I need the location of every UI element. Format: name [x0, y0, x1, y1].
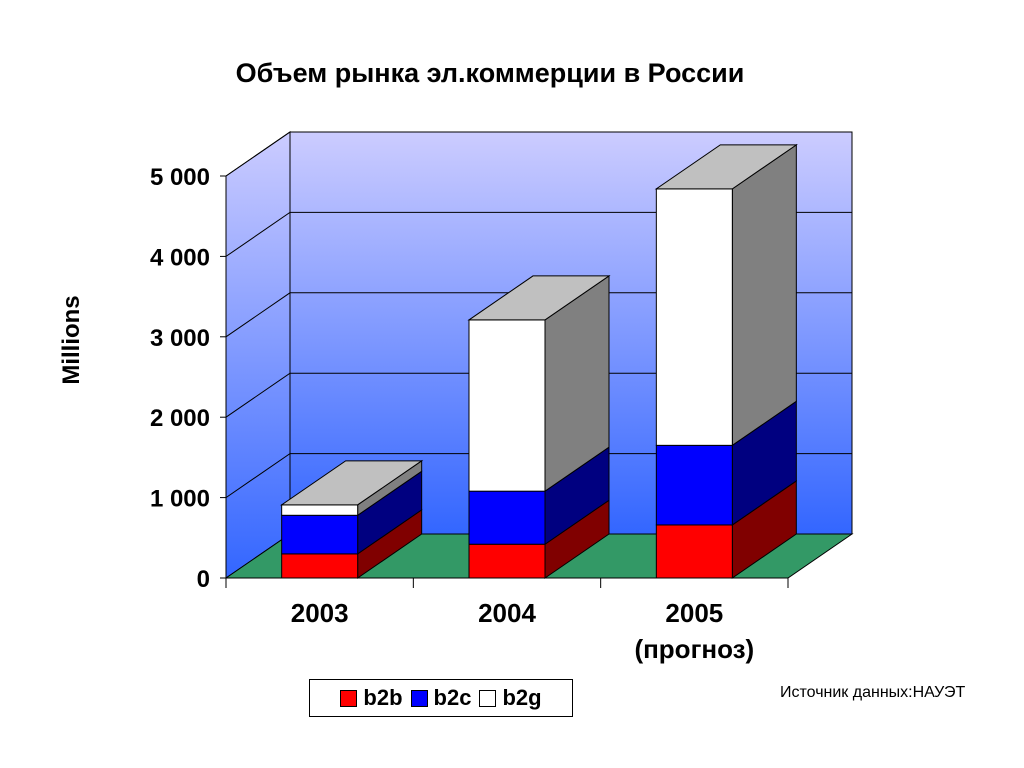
side-wall — [225, 131, 291, 579]
legend-label: b2b — [363, 685, 403, 710]
legend-label: b2g — [502, 685, 542, 710]
bar-b2b — [468, 543, 546, 579]
bar-b2c — [655, 444, 733, 526]
legend-swatch — [410, 689, 428, 707]
legend-item-b2g: b2g — [479, 685, 542, 711]
legend-item-b2c: b2c — [410, 685, 472, 711]
y-tick-label: 4 000 — [150, 244, 210, 271]
bar-top — [654, 144, 798, 190]
bar-b2b — [281, 553, 359, 579]
y-tick-label: 5 000 — [150, 164, 210, 191]
bar-b2g — [655, 188, 733, 446]
legend-swatch — [479, 689, 497, 707]
y-tick-label: 2 000 — [150, 405, 210, 432]
x-tick-label: 2005 (прогноз) — [634, 598, 754, 664]
legend: b2b b2c b2g — [309, 679, 573, 717]
legend-label: b2c — [433, 685, 472, 710]
y-tick-label: 0 — [197, 566, 210, 593]
x-tick-label: 2003 — [291, 598, 349, 628]
gridline — [225, 131, 852, 177]
bar-b2b — [655, 524, 733, 579]
legend-swatch — [340, 689, 358, 707]
y-axis-label: Millions — [58, 295, 85, 385]
legend-item-b2b: b2b — [340, 685, 403, 711]
bar-b2g — [468, 319, 546, 492]
y-tick-label: 3 000 — [150, 325, 210, 352]
chart-title: Объем рынка эл.коммерции в России — [235, 58, 745, 88]
source-note: Источник данных:НАУЭТ — [780, 684, 966, 701]
bar-b2c — [281, 514, 359, 555]
bar-top — [467, 275, 611, 321]
y-tick-label: 1 000 — [150, 486, 210, 513]
bar-side-b2g — [731, 143, 797, 447]
bar-top — [280, 460, 424, 506]
x-tick-label: 2004 — [478, 598, 536, 628]
bar-b2g — [281, 504, 359, 516]
bar-b2c — [468, 490, 546, 545]
